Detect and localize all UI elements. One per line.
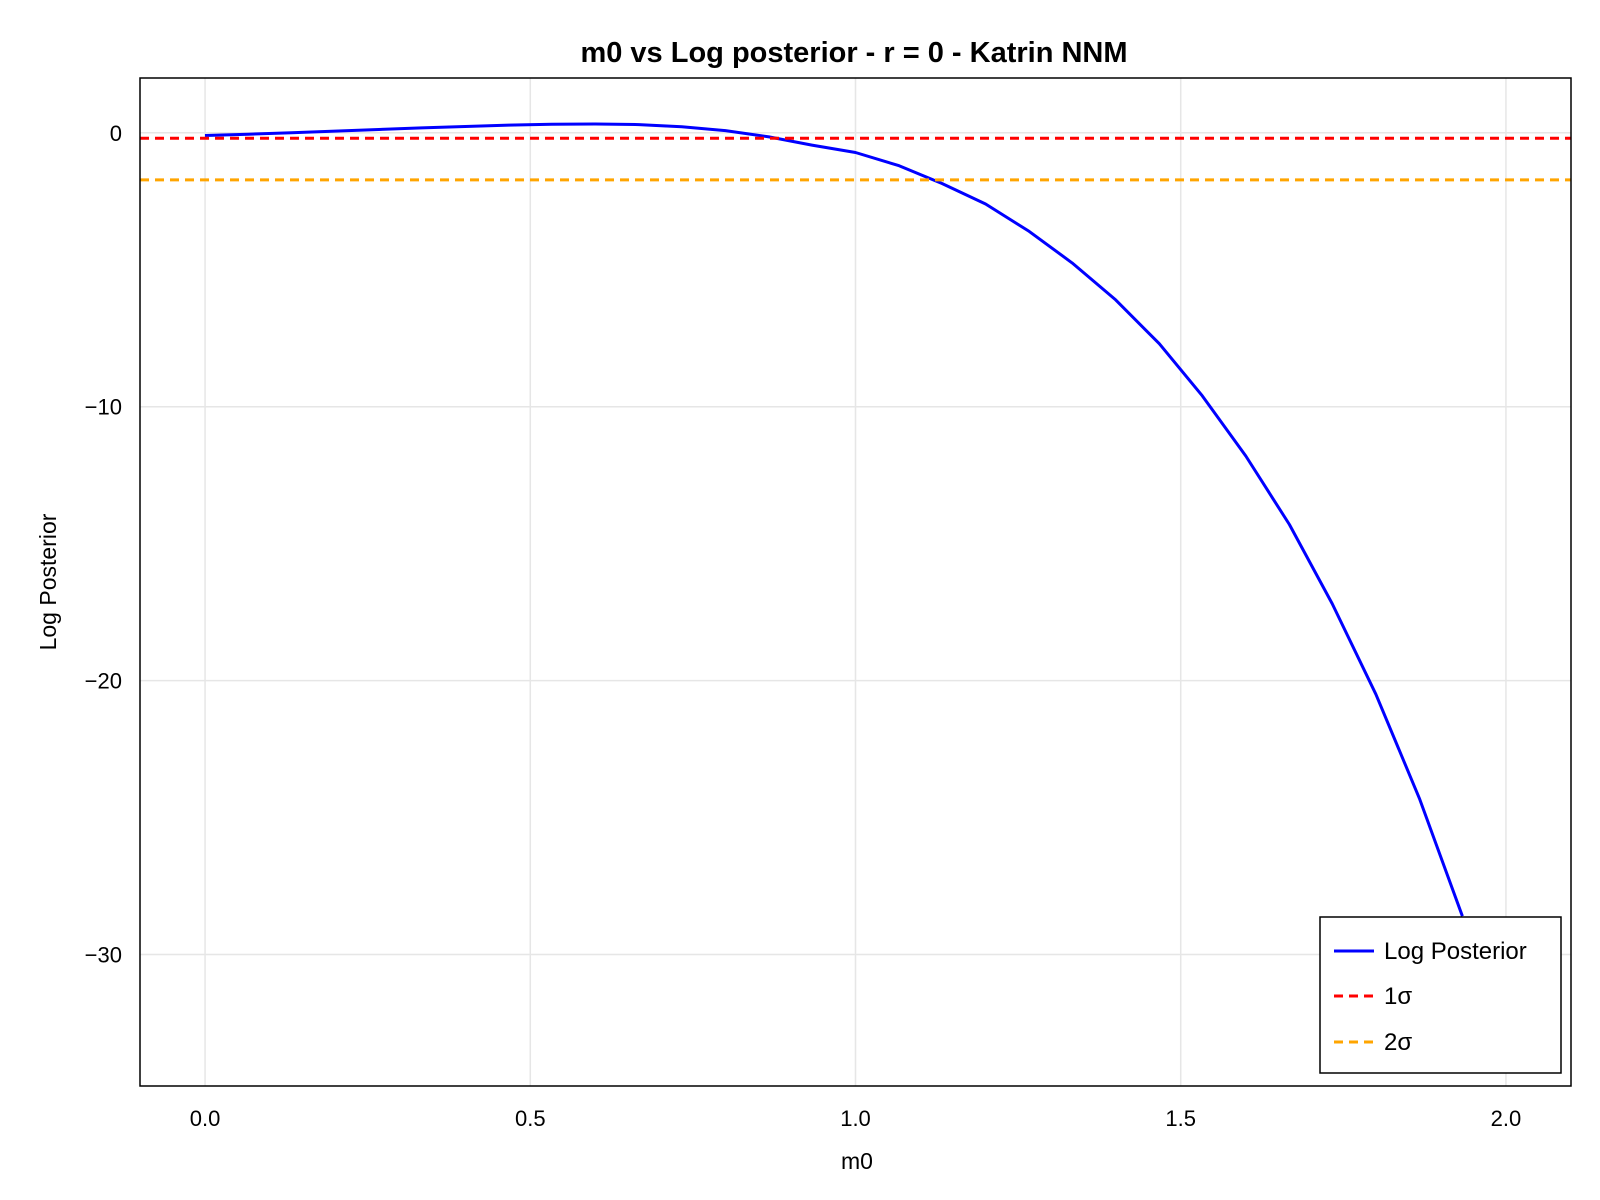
- legend-label-1sigma: 1σ: [1384, 983, 1412, 1010]
- y-axis-label: Log Posterior: [35, 513, 61, 650]
- chart-title: m0 vs Log posterior - r = 0 - Katrin NNM: [580, 37, 1127, 69]
- plot-lines: [140, 122, 1571, 917]
- legend-label-2sigma: 2σ: [1384, 1029, 1412, 1056]
- legend-label-log-posterior: Log Posterior: [1384, 938, 1527, 965]
- x-tick-label: 2.0: [1491, 1106, 1522, 1131]
- x-tick-label: 0.0: [190, 1106, 221, 1131]
- y-tick-labels: 0 −10 −20 −30: [85, 121, 122, 968]
- y-tick-label: −30: [85, 943, 122, 968]
- legend-box: [1319, 916, 1562, 1074]
- y-tick-label: −20: [85, 669, 122, 694]
- series-line-log-posterior: [204, 122, 1464, 917]
- y-tick-label: 0: [110, 121, 122, 146]
- x-tick-label: 1.5: [1165, 1106, 1196, 1131]
- x-axis-label: m0: [841, 1148, 873, 1174]
- x-tick-label: 0.5: [515, 1106, 546, 1131]
- plot-frame: [139, 77, 1572, 1087]
- legend: Log Posterior 1σ 2σ: [1319, 916, 1562, 1074]
- y-tick-label: −10: [85, 395, 122, 420]
- x-tick-label: 1.0: [840, 1106, 871, 1131]
- x-tick-labels: 0.0 0.5 1.0 1.5 2.0: [190, 1106, 1522, 1131]
